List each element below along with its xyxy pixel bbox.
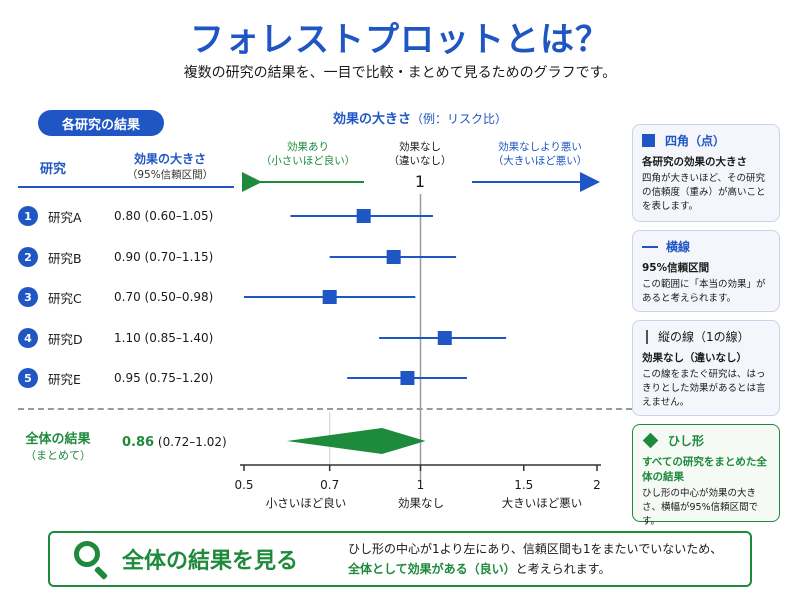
legend-diamond-title-text: ひし形 — [668, 434, 705, 448]
legend-line-title: 横線 — [642, 238, 770, 255]
effect-size-heading: 効果の大きさ（例：リスク比） — [270, 108, 570, 127]
legend-vline-body: この線をまたぐ研究は、はっきりとした効果があるとは言えません。 — [642, 369, 766, 408]
study-number-badge: 1 — [18, 206, 38, 226]
square-icon — [642, 134, 655, 147]
overall-separator — [18, 408, 642, 410]
legend-square-title: 四角（点） — [642, 132, 770, 149]
direction-benefit-line1: 効果あり — [287, 141, 329, 153]
axis-word-right: 大きいほど悪い — [502, 496, 583, 510]
conclusion-line2-rest: と考えられます。 — [515, 562, 611, 576]
direction-null-line1: 効果なし — [399, 141, 441, 153]
conclusion-line1: ひし形の中心が1より左にあり、信頼区間も1をまたいでいないため、 — [348, 542, 723, 556]
study-results-pill: 各研究の結果 — [38, 110, 164, 136]
study-name: 研究D — [48, 331, 83, 347]
legend-card-line: 横線 95%信頼区間 この範囲に「本当の効果」があると考えられます。 — [632, 230, 780, 312]
x-tick-label: 0.7 — [320, 478, 339, 492]
study-row: 2 研究B 0.90 (0.70–1.15) — [18, 245, 213, 269]
x-tick-label: 1.5 — [514, 478, 533, 492]
direction-null-line2: （違いなし） — [388, 155, 452, 167]
study-number-badge: 3 — [18, 287, 38, 307]
study-effect-value: 0.90 (0.70–1.15) — [114, 250, 214, 264]
study-name: 研究C — [48, 290, 82, 306]
study-name: 研究E — [48, 371, 81, 387]
conclusion-text: ひし形の中心が1より左にあり、信頼区間も1をまたいでいないため、 全体として効果… — [348, 539, 722, 579]
x-tick-label: 0.5 — [234, 478, 253, 492]
page-title: フォレストプロットとは？ — [190, 20, 610, 60]
direction-harm-line2: （大きいほど悪い） — [492, 155, 588, 167]
study-point-square — [356, 209, 371, 223]
effect-size-heading-text: 効果の大きさ — [332, 112, 411, 127]
header-divider — [18, 186, 234, 188]
horizontal-line-icon — [642, 245, 658, 248]
page-subtitle: 複数の研究の結果を、一目で比較・まとめて見るためのグラフです。 — [183, 65, 617, 81]
legend-line-body: この範囲に「本当の効果」があると考えられます。 — [642, 279, 766, 304]
study-effect-value: 0.70 (0.50–0.98) — [114, 290, 214, 304]
column-header-effect: 効果の大きさ — [133, 152, 206, 166]
legend-square-sub: 各研究の効果の大きさ — [642, 156, 747, 168]
legend-vline-sub: 効果なし（違いなし） — [642, 352, 747, 364]
direction-label-benefit: 効果あり （小さいほど良い） — [248, 140, 368, 168]
study-point-square — [400, 371, 415, 385]
column-header-effect-ci: （95%信頼区間） — [126, 169, 214, 181]
null-value-label: 1 — [414, 172, 426, 191]
vertical-line-icon — [646, 329, 648, 344]
effect-size-example: （例：リスク比） — [411, 112, 508, 126]
study-row: 5 研究E 0.95 (0.75–1.20) — [18, 366, 213, 390]
overall-effect-value: 0.86 (0.72–1.02) — [122, 435, 227, 450]
axis-word-left: 小さいほど良い — [266, 496, 347, 510]
legend-vline-title-text: 縦の線（1の線） — [658, 330, 750, 344]
study-point-square — [322, 290, 337, 304]
legend-card-square: 四角（点） 各研究の効果の大きさ 四角が大きいほど、その研究の信頼度（重み）が高… — [632, 124, 780, 222]
overall-result-sublabel: （まとめて） — [25, 449, 91, 462]
study-row: 1 研究A 0.80 (0.60–1.05) — [18, 204, 213, 228]
legend-square-body: 四角が大きいほど、その研究の信頼度（重み）が高いことを表します。 — [642, 173, 766, 212]
diamond-icon — [642, 432, 659, 449]
conclusion-line2: 全体として効果がある（良い）と考えられます。 — [348, 559, 722, 579]
overall-result-label: 全体の結果 — [25, 432, 91, 447]
overall-ci: (0.72–1.02) — [157, 435, 227, 449]
direction-label-null: 効果なし （違いなし） — [380, 140, 460, 168]
legend-square-title-text: 四角（点） — [665, 134, 726, 148]
legend-vline-title: 縦の線（1の線） — [642, 328, 770, 345]
legend-card-diamond: ひし形 すべての研究をまとめた全体の結果 ひし形の中心が効果の大きさ、横幅が95… — [632, 424, 780, 527]
study-effect-value: 0.95 (0.75–1.20) — [114, 371, 214, 385]
legend-diamond-title: ひし形 — [642, 432, 770, 449]
legend-line-sub: 95%信頼区間 — [642, 262, 710, 274]
x-tick-label: 2 — [593, 478, 601, 492]
study-row: 4 研究D 1.10 (0.85–1.40) — [18, 326, 213, 350]
conclusion-highlight: 全体として効果がある（良い） — [348, 562, 516, 576]
column-header-study: 研究 — [40, 162, 67, 177]
study-number-badge: 4 — [18, 328, 38, 348]
study-point-square — [437, 331, 452, 345]
study-point-square — [386, 250, 401, 264]
conclusion-heading: 全体の結果を見る — [122, 549, 299, 574]
legend-line-title-text: 横線 — [666, 240, 691, 254]
study-number-badge: 5 — [18, 368, 38, 388]
axis-word-mid: 効果なし — [398, 496, 444, 510]
legend-card-vline: 縦の線（1の線） 効果なし（違いなし） この線をまたぐ研究は、はっきりとした効果… — [632, 320, 780, 416]
overall-diamond — [286, 428, 426, 454]
study-name: 研究B — [48, 250, 82, 266]
direction-benefit-line2: （小さいほど良い） — [260, 155, 356, 167]
overall-estimate: 0.86 — [122, 435, 155, 450]
study-effect-value: 0.80 (0.60–1.05) — [114, 209, 214, 223]
magnifier-icon — [72, 539, 112, 581]
x-tick-label: 1 — [417, 478, 425, 492]
study-effect-value: 1.10 (0.85–1.40) — [114, 331, 214, 345]
study-name: 研究A — [48, 209, 82, 225]
study-number-badge: 2 — [18, 247, 38, 267]
legend-diamond-body: ひし形の中心が効果の大きさ、横幅が95%信頼区間です。 — [642, 488, 759, 527]
direction-harm-line1: 効果なしより悪い — [498, 141, 582, 153]
legend-diamond-sub: すべての研究をまとめた全体の結果 — [642, 456, 767, 483]
study-row: 3 研究C 0.70 (0.50–0.98) — [18, 285, 213, 309]
conclusion-box: 全体の結果を見る ひし形の中心が1より左にあり、信頼区間も1をまたいでいないため… — [48, 531, 752, 587]
direction-label-harm: 効果なしより悪い （大きいほど悪い） — [480, 140, 600, 168]
